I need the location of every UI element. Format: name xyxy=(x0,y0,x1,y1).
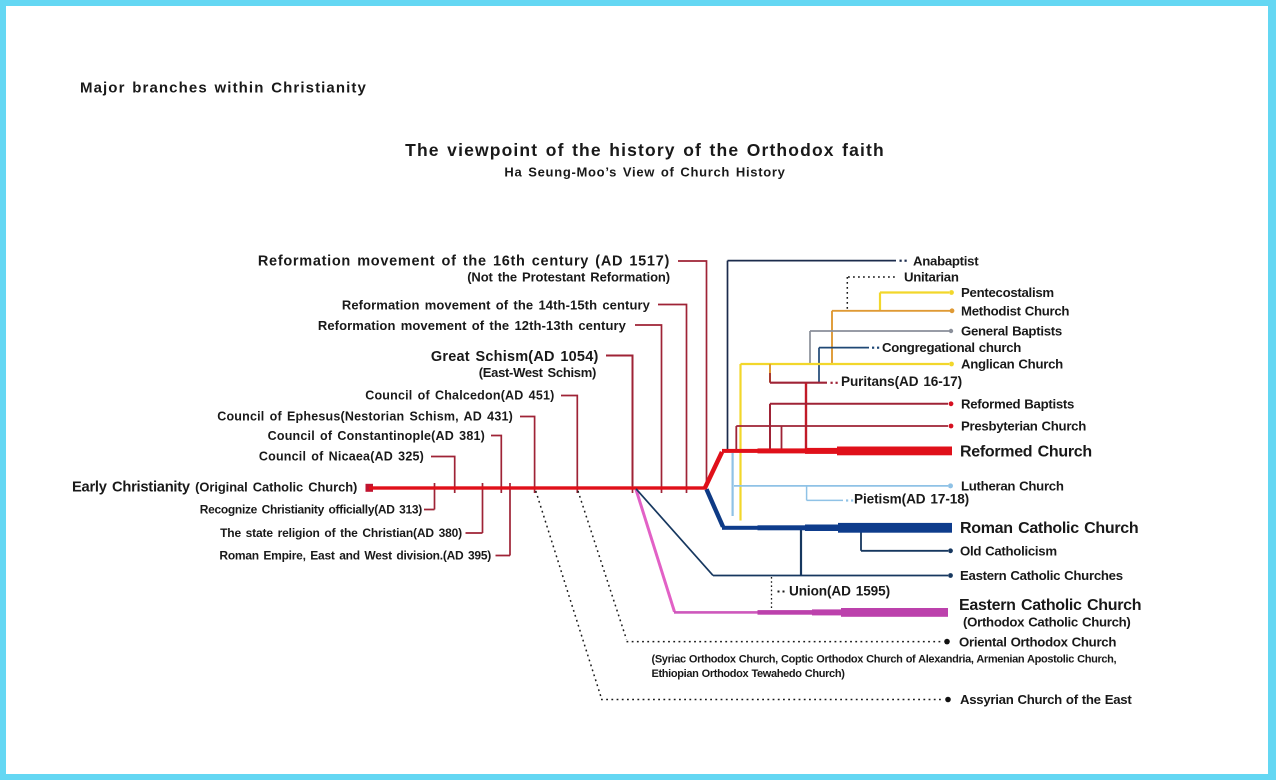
svg-text:Council of Constantinople(AD 3: Council of Constantinople(AD 381) xyxy=(268,429,485,443)
svg-text:Methodist Church: Methodist Church xyxy=(961,304,1069,319)
svg-text:Great Schism(AD 1054): Great Schism(AD 1054) xyxy=(431,349,599,365)
svg-text:Pentecostalism: Pentecostalism xyxy=(961,285,1054,300)
svg-text:Pietism(AD 17-18): Pietism(AD 17-18) xyxy=(854,492,969,507)
svg-text:Early Christianity (Original C: Early Christianity (Original Catholic Ch… xyxy=(72,480,357,496)
svg-text:Union(AD 1595): Union(AD 1595) xyxy=(789,584,890,599)
svg-text:Anglican Church: Anglican Church xyxy=(961,357,1063,372)
svg-text:Lutheran Church: Lutheran Church xyxy=(961,479,1064,494)
svg-text:Roman Empire, East and West di: Roman Empire, East and West division.(AD… xyxy=(219,549,491,563)
svg-text:Council of Chalcedon(AD 451): Council of Chalcedon(AD 451) xyxy=(365,389,554,403)
svg-text:Reformed Baptists: Reformed Baptists xyxy=(961,397,1074,412)
svg-text:Ha Seung-Moo’s View of Church: Ha Seung-Moo’s View of Church History xyxy=(504,165,785,180)
svg-text:Unitarian: Unitarian xyxy=(904,270,959,285)
svg-text:Major branches within Christia: Major branches within Christianity xyxy=(80,80,367,97)
svg-text:Recognize Christianity officia: Recognize Christianity officially(AD 313… xyxy=(200,503,423,517)
svg-text:(East-West Schism): (East-West Schism) xyxy=(479,365,596,380)
svg-text:Roman Catholic Church: Roman Catholic Church xyxy=(960,520,1138,537)
svg-text:Presbyterian Church: Presbyterian Church xyxy=(961,419,1086,434)
svg-text:(Orthodox Catholic Church): (Orthodox Catholic Church) xyxy=(963,615,1131,630)
svg-text:Oriental Orthodox Church: Oriental Orthodox Church xyxy=(959,635,1116,650)
svg-text:Old Catholicism: Old Catholicism xyxy=(960,544,1057,559)
svg-text:Reformation movement of the 12: Reformation movement of the 12th-13th ce… xyxy=(318,318,627,333)
svg-text:The viewpoint of the history o: The viewpoint of the history of the Orth… xyxy=(405,140,885,160)
svg-text:Eastern Catholic Churches: Eastern Catholic Churches xyxy=(960,568,1123,583)
svg-text:(Not the Protestant Reformatio: (Not the Protestant Reformation) xyxy=(467,270,670,285)
svg-text:Reformation movement of the 16: Reformation movement of the 16th century… xyxy=(258,254,670,270)
svg-text:Council of Ephesus(Nestorian S: Council of Ephesus(Nestorian Schism, AD … xyxy=(217,410,513,424)
svg-text:Ethiopian Orthodox Tewahedo Ch: Ethiopian Orthodox Tewahedo Church) xyxy=(652,668,846,680)
svg-text:Puritans(AD 16-17): Puritans(AD 16-17) xyxy=(841,374,962,389)
svg-text:Assyrian Church of the East: Assyrian Church of the East xyxy=(960,692,1132,707)
svg-text:General Baptists: General Baptists xyxy=(961,324,1062,339)
svg-text:The state religion of the Chri: The state religion of the Christian(AD 3… xyxy=(220,526,462,540)
svg-text:Reformation movement of the 14: Reformation movement of the 14th-15th ce… xyxy=(342,298,651,313)
svg-text:(Syriac Orthodox Church, Copti: (Syriac Orthodox Church, Coptic Orthodox… xyxy=(652,654,1117,666)
svg-text:Reformed Church: Reformed Church xyxy=(960,444,1092,461)
svg-text:Council of Nicaea(AD 325): Council of Nicaea(AD 325) xyxy=(259,450,424,464)
svg-text:Congregational church: Congregational church xyxy=(882,340,1021,355)
svg-text:Anabaptist: Anabaptist xyxy=(913,254,979,269)
svg-text:Eastern Catholic Church: Eastern Catholic Church xyxy=(959,597,1141,614)
